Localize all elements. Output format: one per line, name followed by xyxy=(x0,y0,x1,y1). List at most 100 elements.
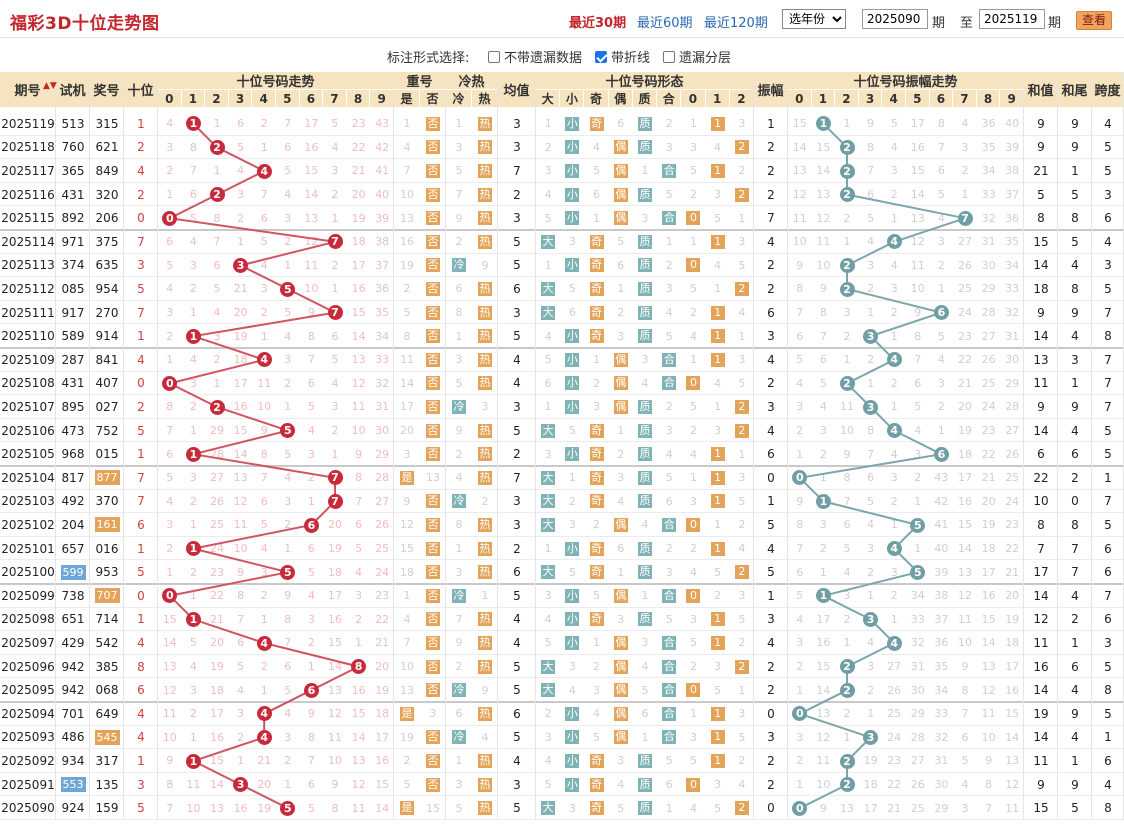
amplitude-ball: 4 xyxy=(886,352,902,368)
nav-recent-120[interactable]: 最近120期 xyxy=(704,16,768,31)
subheader-form: 质 xyxy=(632,90,658,108)
trial-number-cell: 473 xyxy=(61,423,85,438)
trend-ball: 0 xyxy=(162,210,178,226)
option-with-lines-checkbox[interactable]: 带折线 xyxy=(595,47,650,66)
form-tag: 质 xyxy=(637,753,652,768)
missing-count: 3 xyxy=(331,400,339,414)
mod3-tag: 0 xyxy=(686,777,701,792)
form-cell: 合 xyxy=(657,655,681,679)
trend-ball: 6 xyxy=(303,517,319,533)
coldhot-cell: 1 xyxy=(455,117,463,131)
nav-recent-30[interactable]: 最近30期 xyxy=(569,16,627,31)
table-row xyxy=(0,277,1124,301)
trial-number-cell: 431 xyxy=(61,376,85,391)
form-cell: 3 xyxy=(568,660,576,674)
mod3-tag: 1 xyxy=(710,706,725,721)
prize-number: 953 xyxy=(95,565,119,580)
missing-count: 1 xyxy=(307,494,315,508)
subheader-form: 0 xyxy=(681,90,706,108)
ten-digit-cell: 0 xyxy=(137,588,145,603)
period-cell: 2025117 xyxy=(1,163,55,178)
repeat-cell: 19 xyxy=(400,730,414,744)
from-period-input[interactable] xyxy=(862,9,928,29)
checkbox-box-checked[interactable] xyxy=(595,50,607,63)
mod3-tag: 2 xyxy=(734,423,749,438)
sum-tail-cell: 2 xyxy=(1071,470,1079,485)
header-tail: 和尾 xyxy=(1058,72,1092,108)
mod3-tag: 1 xyxy=(710,494,725,509)
coldhot-tag: 冷 xyxy=(452,588,466,603)
period-cell: 2025105 xyxy=(1,447,55,462)
form-cell: 小 xyxy=(560,749,584,773)
amp-missing-count: 4 xyxy=(796,612,804,626)
table-row xyxy=(0,183,1124,207)
missing-count: 3 xyxy=(331,164,339,178)
amp-missing-count: 8 xyxy=(937,117,945,131)
span-cell: 5 xyxy=(1104,281,1112,296)
to-period-input[interactable] xyxy=(979,9,1045,29)
option-layered-checkbox[interactable]: 遗漏分层 xyxy=(663,47,731,66)
coldhot-tag: 冷 xyxy=(452,494,466,509)
coldhot-cell: 热 xyxy=(472,442,498,466)
form-tag: 大 xyxy=(541,801,556,816)
missing-count: 4 xyxy=(284,188,292,202)
missing-count: 4 xyxy=(213,306,221,320)
sum-tail-cell: 4 xyxy=(1071,683,1079,698)
column-divider xyxy=(445,72,446,820)
missing-count: 1 xyxy=(355,636,363,650)
average-cell: 6 xyxy=(513,281,521,296)
amp-missing-count: 1 xyxy=(796,683,804,697)
missing-count: 1 xyxy=(237,754,245,768)
amp-missing-count: 19 xyxy=(981,518,996,532)
page-title: 福彩3D十位走势图 xyxy=(10,14,160,34)
sort-icon[interactable]: ▲▼ xyxy=(43,81,57,91)
form-tag: 奇 xyxy=(589,612,604,627)
amp-missing-count: 6 xyxy=(937,164,945,178)
missing-count: 10 xyxy=(304,282,319,296)
coldhot-cell: 热 xyxy=(472,608,498,632)
span-cell: 5 xyxy=(1104,163,1112,178)
form-cell: 1 xyxy=(593,353,601,367)
period-cell: 2025112 xyxy=(1,281,55,296)
coldhot-cell: 热 xyxy=(472,277,498,301)
amp-missing-count: 11 xyxy=(1005,801,1020,815)
amp-missing-count: 30 xyxy=(910,683,925,697)
year-select[interactable]: 选年份 xyxy=(782,9,846,29)
period-cell: 2025101 xyxy=(1,541,55,556)
amp-missing-count: 14 xyxy=(1005,730,1020,744)
form-tag: 奇 xyxy=(589,281,604,296)
checkbox-box[interactable] xyxy=(488,50,500,63)
missing-count: 22 xyxy=(375,612,390,626)
form-cell: 偶 xyxy=(609,655,633,679)
qi-label-1: 期 xyxy=(932,16,946,31)
average-cell: 3 xyxy=(513,211,521,226)
sum-cell: 9 xyxy=(1037,399,1045,414)
form-cell: 小 xyxy=(560,206,584,230)
group-divider xyxy=(0,229,1124,231)
missing-count: 7 xyxy=(166,801,174,815)
repeat-tag: 否 xyxy=(426,376,440,391)
option-no-missing-checkbox[interactable]: 不带遗漏数据 xyxy=(488,47,582,66)
missing-count: 27 xyxy=(209,471,224,485)
checkbox-box[interactable] xyxy=(663,50,675,63)
amp-missing-count: 29 xyxy=(1005,376,1020,390)
coldhot-cell: 热 xyxy=(472,466,498,490)
amplitude-ball: 2 xyxy=(839,139,855,155)
form-cell: 大 xyxy=(536,419,560,443)
form-tag: 质 xyxy=(637,234,652,249)
nav-recent-60[interactable]: 最近60期 xyxy=(637,16,693,31)
repeat-cell: 否 xyxy=(420,206,446,230)
missing-count: 25 xyxy=(209,518,224,532)
amp-missing-count: 3 xyxy=(890,471,898,485)
form-cell: 偶 xyxy=(609,183,633,207)
form-cell: 奇 xyxy=(584,442,608,466)
view-button[interactable]: 查看 xyxy=(1076,11,1112,30)
form-cell: 3 xyxy=(641,211,649,225)
form-tag: 质 xyxy=(637,116,652,131)
coldhot-cell: 2 xyxy=(481,494,489,508)
missing-count: 5 xyxy=(166,258,174,272)
amp-missing-count: 13 xyxy=(1005,754,1020,768)
table-row xyxy=(0,796,1124,820)
amplitude-cell: 2 xyxy=(767,187,775,202)
mod3-cell: 4 xyxy=(738,306,746,320)
